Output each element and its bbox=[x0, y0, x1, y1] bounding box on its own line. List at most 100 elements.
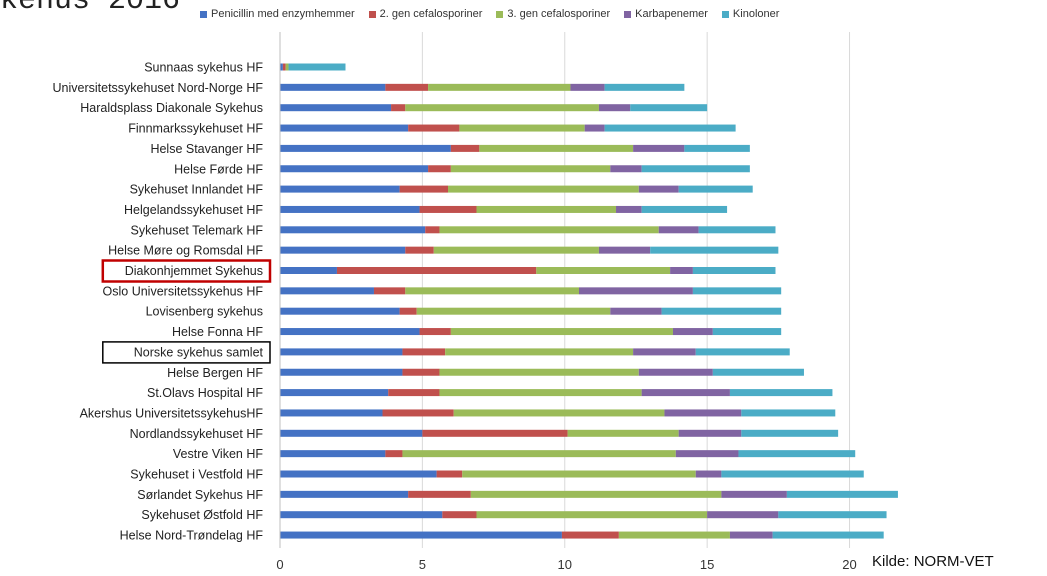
category-label: Sykehuset Telemark HF bbox=[131, 223, 264, 237]
bar-segment bbox=[280, 531, 562, 539]
bar-segment bbox=[288, 63, 346, 71]
bar-segment bbox=[448, 185, 639, 193]
bar-segment bbox=[453, 409, 665, 417]
bar-segment bbox=[604, 124, 736, 132]
bar-segment bbox=[721, 470, 864, 478]
highlight-box bbox=[101, 259, 272, 283]
bar-segment bbox=[280, 429, 423, 437]
highlight-box bbox=[102, 341, 271, 364]
category-label: Helse Bergen HF bbox=[167, 366, 263, 380]
chart-legend: Penicillin med enzymhemmer 2. gen cefalos… bbox=[200, 8, 779, 20]
bar-segment bbox=[741, 429, 839, 437]
bar-segment bbox=[598, 246, 651, 254]
category-label: Vestre Viken HF bbox=[173, 447, 263, 461]
legend-swatch bbox=[200, 10, 207, 18]
x-tick-label-0: 0 bbox=[276, 557, 283, 572]
bar-segment bbox=[445, 348, 634, 356]
category-label: Helse Møre og Romsdal HF bbox=[108, 244, 263, 258]
bar-segment bbox=[786, 490, 898, 498]
bar-segment bbox=[388, 389, 440, 397]
bar-segment bbox=[422, 429, 568, 437]
bar-segment bbox=[678, 185, 753, 193]
x-tick-label-10: 10 bbox=[558, 557, 572, 572]
bar-segment bbox=[729, 389, 833, 397]
bar-segment bbox=[405, 104, 599, 112]
legend-swatch bbox=[624, 10, 632, 18]
category-label: Sykehuset i Vestfold HF bbox=[130, 468, 263, 482]
bar-segment bbox=[641, 165, 750, 173]
bar-segment bbox=[425, 226, 440, 234]
bar-segment bbox=[641, 205, 728, 213]
bar-segment bbox=[633, 348, 696, 356]
bar-segment bbox=[280, 348, 403, 356]
bar-segment bbox=[280, 409, 383, 417]
bar-segment bbox=[285, 63, 289, 71]
bar-segment bbox=[772, 531, 884, 539]
bar-segment bbox=[280, 490, 409, 498]
bar-segment bbox=[610, 307, 662, 315]
bar-segment bbox=[618, 531, 730, 539]
bar-segment bbox=[399, 307, 417, 315]
legend-label: Penicillin med enzymhemmer bbox=[211, 8, 355, 20]
category-label: Akershus UniversitetssykehusHF bbox=[80, 406, 264, 420]
legend-item: Karbapenemer bbox=[624, 8, 708, 20]
bar-segment bbox=[382, 409, 454, 417]
bar-segment bbox=[695, 348, 790, 356]
bar-segment bbox=[282, 63, 286, 71]
bar-segment bbox=[630, 104, 708, 112]
bar-segment bbox=[280, 307, 400, 315]
bar-segment bbox=[684, 144, 750, 152]
bar-segment bbox=[672, 328, 713, 336]
chart-title-fragment: kehus 2016 bbox=[0, 0, 181, 18]
bar-segment bbox=[567, 429, 679, 437]
bar-segment bbox=[462, 470, 696, 478]
bar-segment bbox=[536, 267, 671, 274]
bar-segment bbox=[408, 124, 460, 132]
legend-item: Penicillin med enzymhemmer bbox=[200, 8, 355, 20]
bar-segment bbox=[280, 124, 409, 132]
legend-label: Kinoloner bbox=[732, 8, 780, 20]
bar-segment bbox=[436, 470, 463, 478]
bar-segment bbox=[738, 450, 856, 458]
bar-segment bbox=[419, 328, 451, 336]
bar-segment bbox=[650, 246, 779, 254]
bar-segment bbox=[450, 328, 673, 336]
x-tick-label-5: 5 bbox=[419, 557, 426, 572]
bar-segment bbox=[399, 185, 449, 193]
legend-label: 3. gen cefalosporiner bbox=[507, 8, 611, 20]
bar-segment bbox=[638, 185, 679, 193]
legend-label: 2. gen cefalosporiner bbox=[379, 8, 483, 20]
bar-segment bbox=[450, 144, 480, 152]
source-note: Kilde: NORM-VET bbox=[872, 553, 994, 570]
bar-segment bbox=[439, 226, 659, 234]
bar-segment bbox=[280, 226, 426, 234]
category-label: Lovisenberg sykehus bbox=[146, 305, 263, 319]
category-label: Diakonhjemmet Sykehus bbox=[125, 264, 263, 278]
bar-segment bbox=[405, 287, 579, 295]
bar-segment bbox=[712, 368, 804, 376]
category-label: Oslo Universitetssykehus HF bbox=[103, 284, 264, 298]
bar-segment bbox=[419, 205, 477, 213]
bar-segment bbox=[280, 470, 437, 478]
bar-segment bbox=[402, 450, 676, 458]
bar-segment bbox=[778, 511, 887, 519]
bar-segment bbox=[280, 63, 283, 71]
bar-segment bbox=[695, 470, 722, 478]
bar-segment bbox=[433, 246, 599, 254]
bar-segment bbox=[408, 490, 471, 498]
category-label: Helse Stavanger HF bbox=[150, 142, 263, 156]
bar-segment bbox=[402, 348, 446, 356]
bar-segment bbox=[280, 144, 451, 152]
bar-segment bbox=[391, 104, 406, 112]
bar-segment bbox=[692, 287, 782, 295]
bar-segment bbox=[439, 389, 642, 397]
bar-segment bbox=[280, 83, 386, 91]
bar-segment bbox=[712, 328, 782, 336]
bar-segment bbox=[470, 490, 722, 498]
bar-segment bbox=[561, 531, 619, 539]
legend-swatch bbox=[721, 10, 729, 18]
bar-segment bbox=[721, 490, 787, 498]
category-label: Universitetssykehuset Nord-Norge HF bbox=[53, 81, 264, 95]
bar-segment bbox=[661, 307, 782, 315]
